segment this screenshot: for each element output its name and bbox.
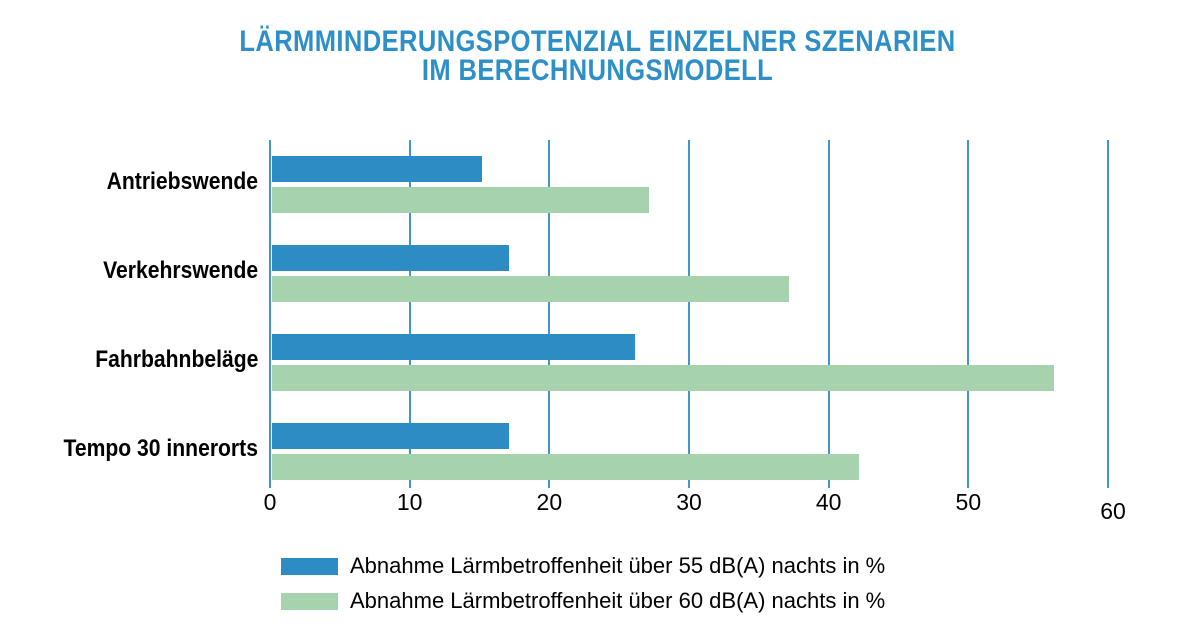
bar-antriebswende-60dB — [272, 187, 650, 213]
legend-item-60db: Abnahme Lärmbetroffenheit über 60 dB(A) … — [281, 587, 885, 615]
x-tick-label-0: 0 — [263, 489, 277, 515]
x-tick-label-20: 20 — [536, 489, 563, 515]
gridline-10 — [408, 140, 411, 488]
bar-tempo-30-innerorts-60dB — [272, 454, 859, 480]
x-tick-label-30: 30 — [676, 489, 702, 515]
gridline-50 — [967, 140, 970, 488]
legend-item-55db: Abnahme Lärmbetroffenheit über 55 dB(A) … — [281, 552, 885, 580]
gridline-40 — [827, 140, 830, 488]
bar-fahrbahnbel-ge-55dB — [272, 334, 636, 360]
gridline-0 — [269, 140, 271, 488]
legend: Abnahme Lärmbetroffenheit über 55 dB(A) … — [281, 552, 885, 622]
gridline-60 — [1107, 140, 1109, 488]
gridline-20 — [548, 140, 551, 488]
legend-label-60db: Abnahme Lärmbetroffenheit über 60 dB(A) … — [350, 588, 886, 613]
category-label-verkehrswende: Verkehrswende — [103, 257, 258, 284]
gridline-30 — [688, 140, 690, 488]
category-label-fahrbahnbel-ge: Fahrbahnbeläge — [94, 346, 258, 373]
x-tick-label-50: 50 — [955, 489, 982, 515]
legend-swatch-60db — [281, 592, 338, 610]
bar-tempo-30-innerorts-55dB — [272, 423, 510, 449]
bar-verkehrswende-55dB — [272, 245, 510, 271]
legend-swatch-55db — [281, 557, 338, 575]
value-axis: 0 10 20 30 40 50 60 — [264, 489, 1126, 529]
plot-area — [269, 140, 1109, 488]
x-tick-label-40: 40 — [815, 489, 842, 515]
legend-label-55db: Abnahme Lärmbetroffenheit über 55 dB(A) … — [350, 553, 886, 578]
x-tick-label-10: 10 — [396, 489, 423, 515]
x-tick-label-60: 60 — [1100, 498, 1126, 524]
category-axis: Antriebswende Verkehrswende Fahrbahnbeläge… — [0, 140, 258, 488]
category-label-tempo-30-innerorts: Tempo 30 innerorts — [63, 435, 258, 462]
chart-title-line1: LÄRMMINDERUNGSPOTENZIAL EINZELNER SZENAR… — [239, 25, 956, 58]
bar-antriebswende-55dB — [272, 156, 482, 182]
bar-fahrbahnbel-ge-60dB — [272, 365, 1055, 391]
chart-title: LÄRMMINDERUNGSPOTENZIAL EINZELNER SZENAR… — [90, 25, 1106, 87]
bar-verkehrswende-60dB — [272, 276, 789, 302]
category-label-antriebswende: Antriebswende — [106, 168, 258, 195]
chart-title-line2: IM BERECHNUNGSMODELL — [421, 54, 774, 87]
